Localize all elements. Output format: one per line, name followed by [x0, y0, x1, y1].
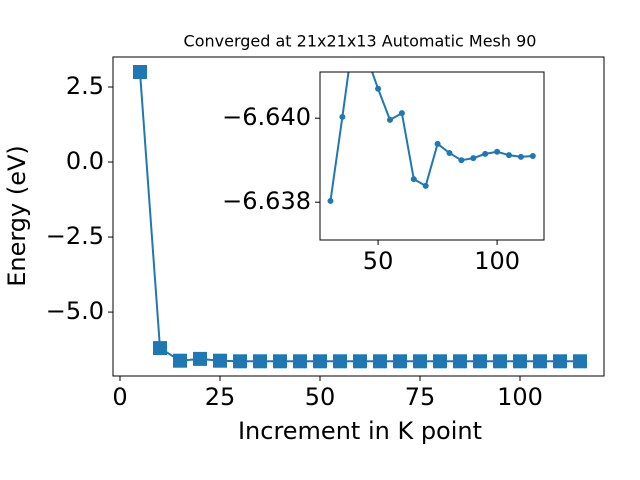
- data-marker: [458, 157, 465, 164]
- y-tick-label: −5.0: [46, 297, 104, 325]
- data-marker: [293, 354, 307, 369]
- x-axis-label: Increment in K point: [238, 417, 482, 445]
- data-marker: [493, 354, 507, 369]
- data-marker: [313, 354, 327, 369]
- y-axis-label: Energy (eV): [3, 145, 31, 287]
- chart-title: Converged at 21x21x13 Automatic Mesh 90: [184, 32, 537, 51]
- data-marker: [453, 354, 467, 369]
- data-marker: [422, 182, 429, 189]
- y-tick-label: −2.5: [46, 222, 104, 250]
- data-marker: [553, 354, 567, 369]
- y-tick-label: −6.640: [222, 103, 311, 131]
- data-marker: [482, 150, 489, 157]
- data-marker: [273, 354, 287, 369]
- plot-content: [327, 72, 536, 204]
- y-tick-label: 0.0: [66, 147, 104, 175]
- data-marker: [339, 113, 346, 120]
- data-marker: [173, 353, 187, 368]
- data-marker: [533, 354, 547, 369]
- data-marker: [473, 354, 487, 369]
- data-marker: [333, 354, 347, 369]
- data-marker: [353, 354, 367, 369]
- axes-frame: [319, 71, 545, 241]
- data-marker: [253, 354, 267, 369]
- data-marker: [470, 155, 477, 162]
- axes-frame: [112, 56, 605, 377]
- x-tick-label: 50: [305, 383, 336, 411]
- x-tick-label: 0: [112, 383, 127, 411]
- data-marker: [506, 152, 513, 159]
- data-marker: [213, 353, 227, 368]
- data-marker: [410, 176, 417, 183]
- data-marker: [529, 153, 536, 159]
- data-marker: [193, 351, 207, 366]
- data-marker: [233, 354, 247, 369]
- data-marker: [393, 354, 407, 369]
- data-marker: [327, 197, 334, 204]
- data-marker: [446, 150, 453, 157]
- x-tick-label: 100: [497, 383, 543, 411]
- data-marker: [413, 354, 427, 369]
- data-marker: [513, 354, 527, 369]
- data-marker: [386, 116, 393, 123]
- data-marker: [398, 110, 405, 117]
- data-marker: [573, 354, 587, 369]
- x-tick-label: 100: [474, 247, 520, 275]
- y-tick-label: −6.638: [222, 187, 311, 215]
- x-tick-label: 50: [363, 247, 394, 275]
- data-marker: [434, 140, 441, 147]
- x-tick-label: 75: [405, 383, 436, 411]
- x-tick-label: 25: [205, 383, 236, 411]
- data-marker: [433, 354, 447, 369]
- data-marker: [494, 148, 501, 155]
- data-marker: [517, 153, 524, 160]
- data-marker: [373, 354, 387, 369]
- data-marker: [133, 65, 147, 80]
- y-tick-label: 2.5: [66, 72, 104, 100]
- plot-content: [133, 65, 587, 369]
- data-marker: [375, 85, 382, 92]
- data-marker: [153, 341, 167, 356]
